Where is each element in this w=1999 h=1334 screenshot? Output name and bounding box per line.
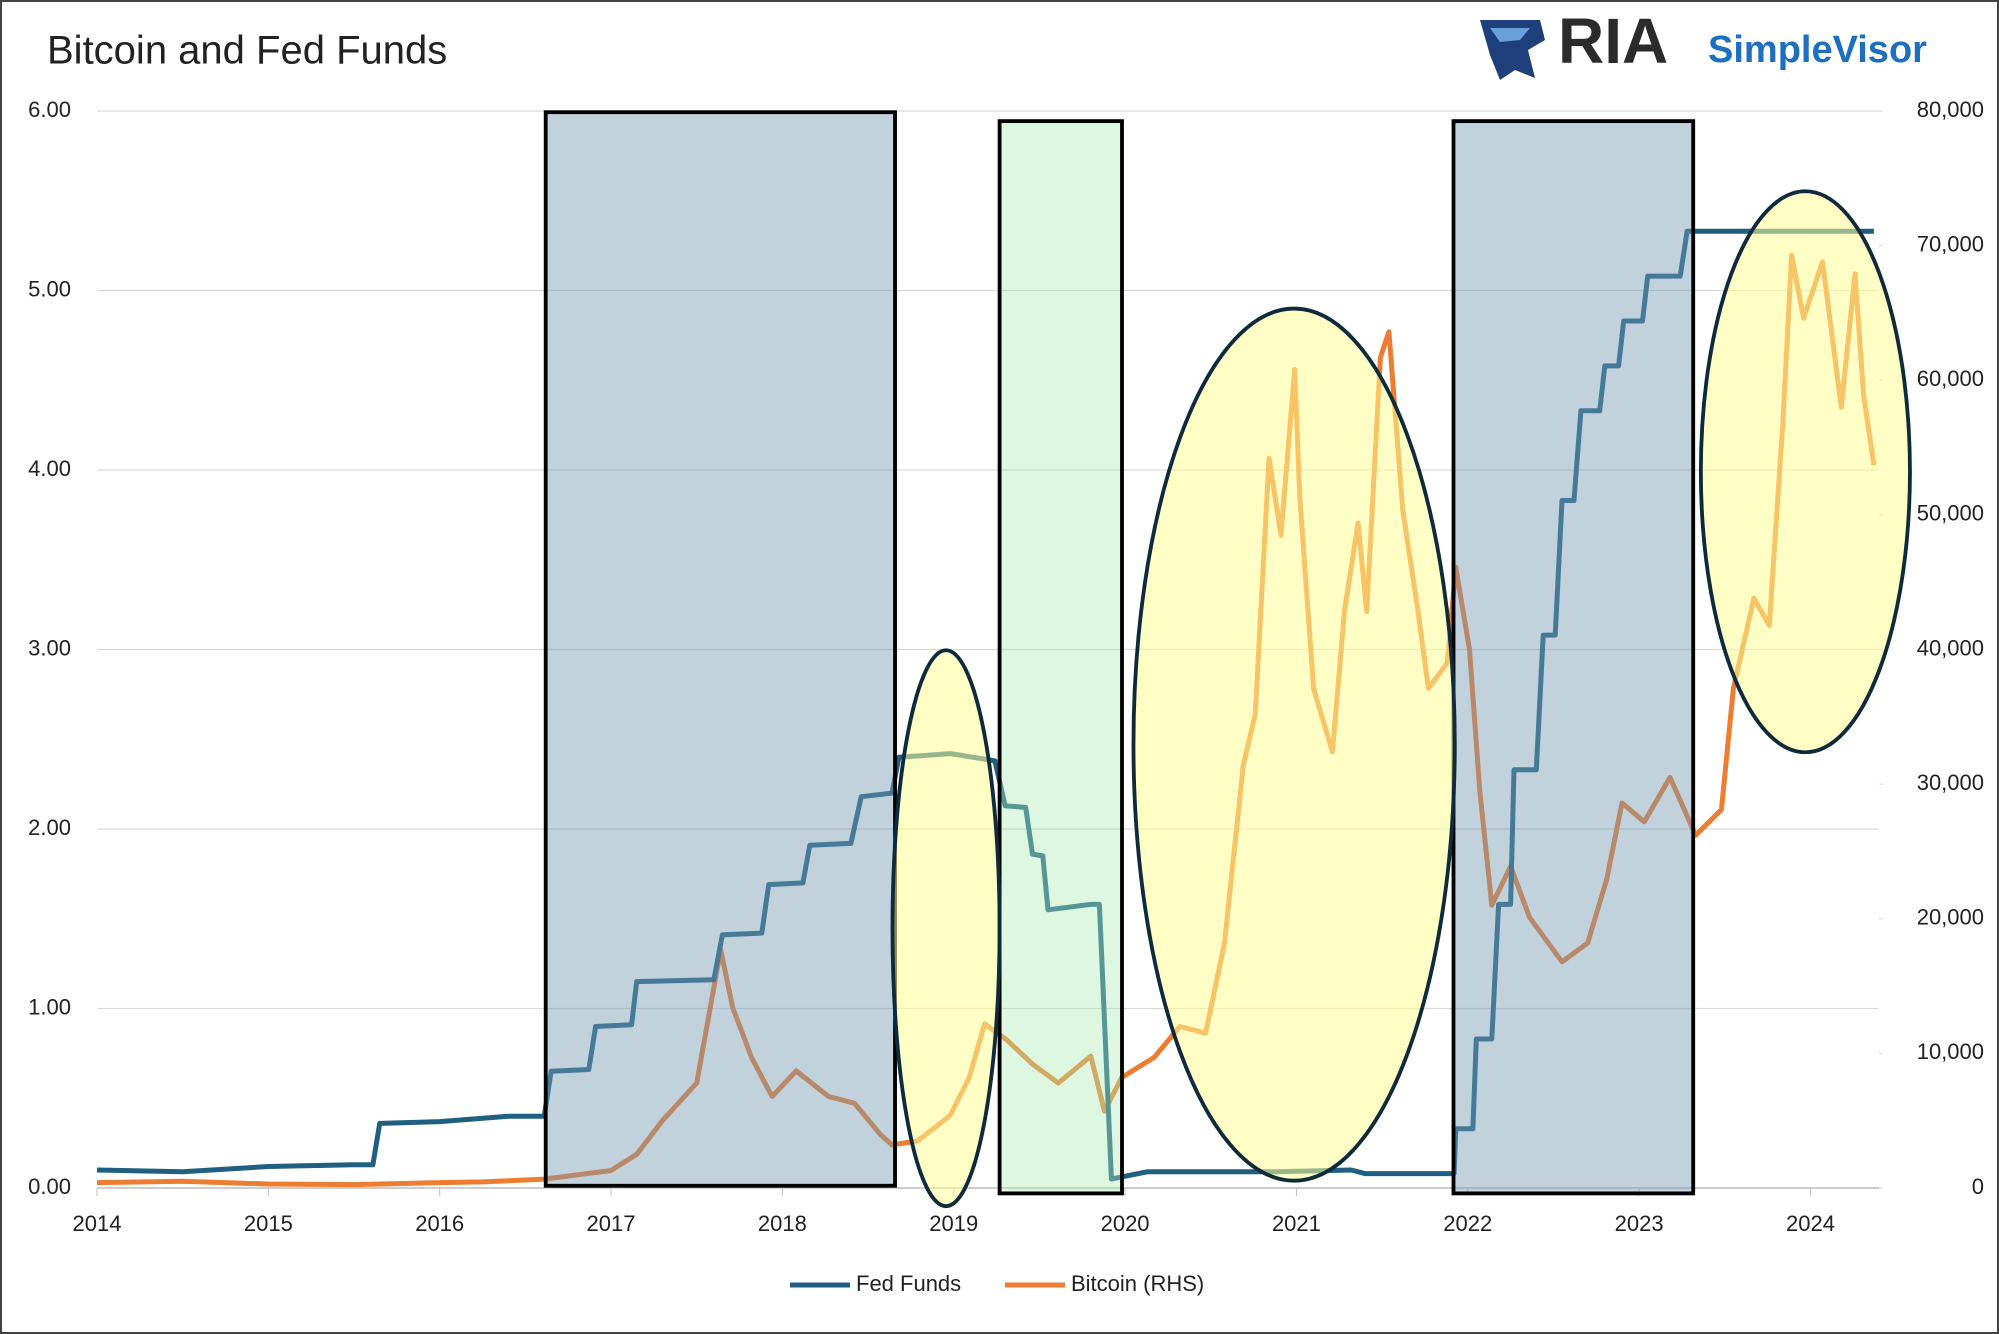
y-tick-label: 2.00 bbox=[28, 815, 71, 840]
y2-tick-label: 20,000 bbox=[1917, 905, 1984, 930]
highlight-box bbox=[1451, 119, 1696, 1196]
y-tick-label: 0.00 bbox=[28, 1174, 71, 1199]
legend-label: Bitcoin (RHS) bbox=[1071, 1271, 1204, 1296]
highlight-ellipse bbox=[890, 648, 1002, 1209]
legend-label: Fed Funds bbox=[856, 1271, 961, 1296]
logo: RIA SimpleVisor bbox=[1480, 5, 1927, 80]
chart-title: Bitcoin and Fed Funds bbox=[47, 29, 447, 73]
y2-tick-label: 40,000 bbox=[1917, 635, 1984, 660]
x-tick-label: 2021 bbox=[1272, 1211, 1321, 1236]
plot-area: 0.00 1.00 2.00 3.00 4.00 5.00 6.00 0 10,000 20,00… bbox=[28, 97, 1984, 1236]
y-tick-label: 1.00 bbox=[28, 994, 71, 1019]
y-tick-label: 6.00 bbox=[28, 97, 71, 122]
y-tick-label: 3.00 bbox=[28, 635, 71, 660]
annotation-shapes bbox=[543, 110, 1912, 1209]
series-line bbox=[96, 228, 1874, 1182]
y2-tick-label: 70,000 bbox=[1917, 231, 1984, 256]
y2-tick-label: 10,000 bbox=[1917, 1039, 1984, 1064]
x-tick-label: 2022 bbox=[1443, 1211, 1492, 1236]
y2-tick-label: 80,000 bbox=[1917, 97, 1984, 122]
y-tick-label: 5.00 bbox=[28, 276, 71, 301]
highlight-box bbox=[543, 110, 897, 1188]
y2-tick-label: 50,000 bbox=[1917, 501, 1984, 526]
legend: Fed Funds Bitcoin (RHS) bbox=[790, 1271, 1204, 1296]
highlight-ellipse bbox=[1131, 306, 1457, 1183]
x-tick-label: 2015 bbox=[244, 1211, 293, 1236]
x-tick-label: 2014 bbox=[73, 1211, 122, 1236]
x-tick-label: 2019 bbox=[929, 1211, 978, 1236]
y2-tick-label: 30,000 bbox=[1917, 770, 1984, 795]
x-tick-label: 2016 bbox=[415, 1211, 464, 1236]
highlight-box bbox=[997, 119, 1124, 1196]
y2-tick-label: 60,000 bbox=[1917, 366, 1984, 391]
y2-tick-label: 0 bbox=[1972, 1174, 1984, 1199]
highlight-ellipse bbox=[1698, 189, 1912, 755]
logo-product: SimpleVisor bbox=[1708, 29, 1927, 71]
y-tick-label: 4.00 bbox=[28, 456, 71, 481]
x-tick-label: 2020 bbox=[1101, 1211, 1150, 1236]
x-tick-label: 2023 bbox=[1615, 1211, 1664, 1236]
x-tick-label: 2018 bbox=[758, 1211, 807, 1236]
x-tick-label: 2024 bbox=[1786, 1211, 1835, 1236]
logo-name: RIA bbox=[1558, 5, 1668, 77]
x-tick-label: 2017 bbox=[587, 1211, 636, 1236]
logo-icon-detail bbox=[1490, 28, 1530, 42]
